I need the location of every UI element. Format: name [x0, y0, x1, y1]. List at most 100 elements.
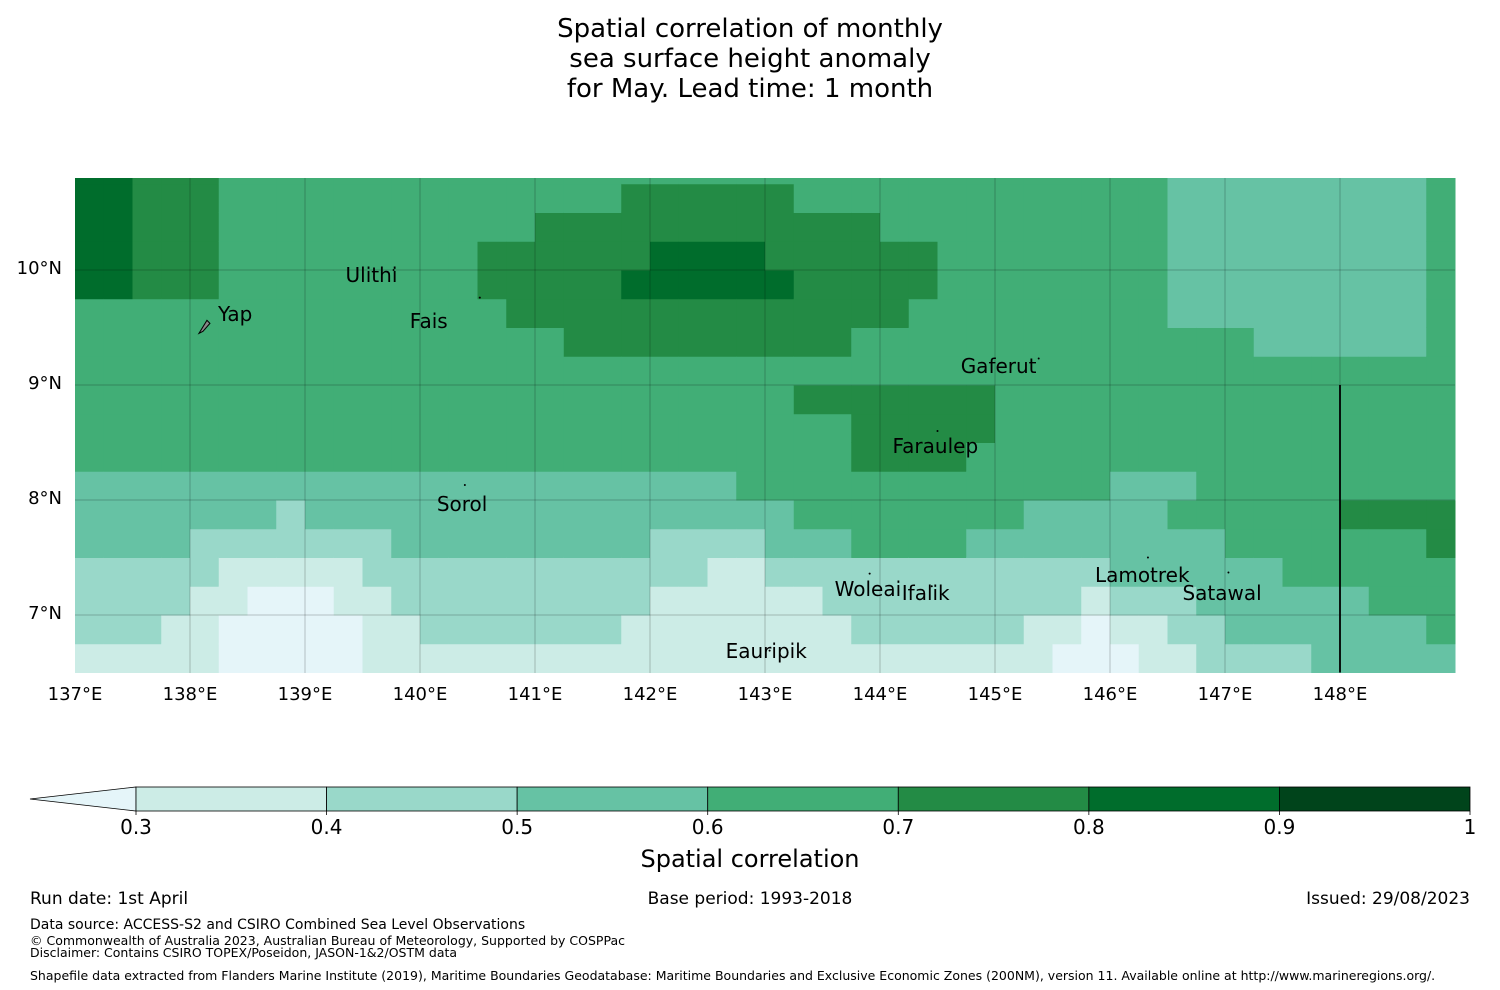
field-cell: [1368, 385, 1398, 415]
island-label: Eauripik: [725, 638, 807, 663]
island-label: Ulithi: [345, 263, 398, 287]
field-cell: [132, 270, 162, 300]
field-cell: [1282, 615, 1312, 645]
field-cell: [420, 586, 450, 616]
field-cell: [477, 528, 507, 558]
field-cell: [678, 212, 708, 242]
field-cell: [1052, 298, 1082, 328]
field-cell: [822, 643, 852, 673]
field-cell: [276, 442, 306, 472]
field-cell: [103, 212, 133, 242]
field-cell: [908, 183, 938, 213]
field-cell: [132, 327, 162, 357]
field-cell: [707, 327, 737, 357]
field-cell: [103, 471, 133, 501]
field-cell: [707, 183, 737, 213]
field-cell: [1311, 270, 1341, 300]
field-cell: [477, 413, 507, 443]
field-cell: [793, 471, 823, 501]
field-cell: [1426, 615, 1456, 645]
field-cell: [190, 615, 220, 645]
field-cell: [937, 442, 967, 472]
field-cell: [506, 241, 536, 271]
field-cell: [1196, 413, 1226, 443]
field-cell: [851, 241, 881, 271]
field-cell: [333, 643, 363, 673]
field-cell: [276, 356, 306, 386]
field-cell: [1167, 183, 1197, 213]
field-cell: [822, 241, 852, 271]
field-cell: [1426, 356, 1456, 386]
field-cell: [161, 442, 191, 472]
field-cell: [333, 615, 363, 645]
island-markers: [197, 269, 1230, 652]
field-cell: [880, 270, 910, 300]
field-cell: [448, 615, 478, 645]
field-cell: [391, 178, 421, 185]
field-cell: [1023, 183, 1053, 213]
field-cell: [1397, 178, 1427, 185]
field-cell: [535, 615, 565, 645]
field-cell: [1052, 528, 1082, 558]
field-cell: [966, 586, 996, 616]
field-cell: [1368, 298, 1398, 328]
field-cell: [707, 471, 737, 501]
field-cell: [535, 500, 565, 530]
field-cell: [75, 298, 105, 328]
field-cell: [1282, 385, 1312, 415]
field-cell: [1368, 500, 1398, 530]
field-cell: [391, 270, 421, 300]
field-cell: [1397, 298, 1427, 328]
field-cell: [362, 615, 392, 645]
field-cell: [247, 327, 277, 357]
field-cell: [851, 557, 881, 587]
field-cell: [276, 413, 306, 443]
field-cell: [161, 385, 191, 415]
field-cell: [1368, 615, 1398, 645]
field-cell: [218, 471, 248, 501]
field-cell: [477, 241, 507, 271]
field-cell: [333, 241, 363, 271]
field-cell: [448, 471, 478, 501]
field-cell: [1196, 212, 1226, 242]
field-cell: [1167, 212, 1197, 242]
run-date: Run date: 1st April: [30, 889, 189, 909]
field-cell: [477, 183, 507, 213]
field-cell: [1196, 615, 1226, 645]
x-tick-label: 143°E: [737, 684, 793, 705]
field-cell: [1167, 356, 1197, 386]
field-cell: [1196, 586, 1226, 616]
field-cell: [650, 557, 680, 587]
field-cell: [966, 471, 996, 501]
field-cell: [190, 241, 220, 271]
field-cell: [1282, 183, 1312, 213]
field-cell: [880, 615, 910, 645]
field-cell: [1282, 241, 1312, 271]
field-cell: [592, 241, 622, 271]
field-cell: [1397, 586, 1427, 616]
field-cell: [218, 643, 248, 673]
field-cell: [1110, 586, 1140, 616]
field-cell: [736, 183, 766, 213]
field-cell: [1426, 270, 1456, 300]
field-cell: [1368, 557, 1398, 587]
field-cell: [678, 643, 708, 673]
field-cell: [592, 413, 622, 443]
field-cell: [1023, 212, 1053, 242]
field-cell: [1081, 385, 1111, 415]
field-cell: [1196, 500, 1226, 530]
field-cell: [161, 586, 191, 616]
field-cell: [765, 356, 795, 386]
field-cell: [1081, 413, 1111, 443]
field-cell: [391, 327, 421, 357]
field-cell: [1023, 615, 1053, 645]
field-cell: [506, 442, 536, 472]
field-cell: [1368, 442, 1398, 472]
field-cell: [563, 557, 593, 587]
field-cell: [362, 385, 392, 415]
field-cell: [621, 178, 651, 185]
field-cell: [736, 500, 766, 530]
field-cell: [1340, 615, 1370, 645]
field-cell: [506, 183, 536, 213]
x-tick-label: 145°E: [967, 684, 1023, 705]
